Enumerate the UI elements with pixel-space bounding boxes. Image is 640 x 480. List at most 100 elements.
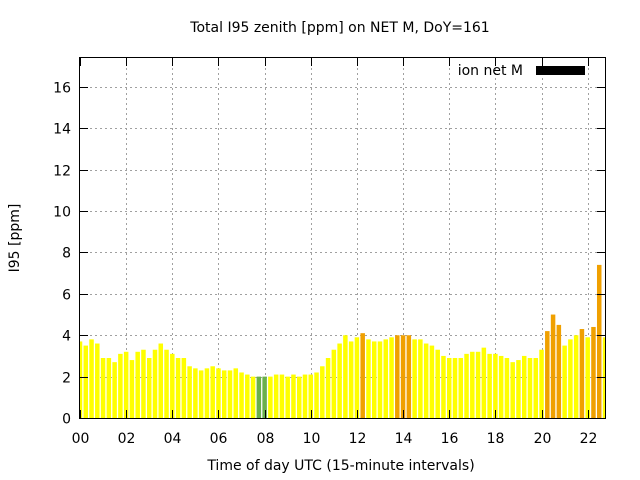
bar	[464, 353, 469, 418]
x-tick-label: 02	[118, 431, 136, 447]
bar	[412, 339, 417, 418]
bar	[129, 360, 135, 418]
y-tick-label: 2	[62, 371, 71, 387]
x-tick-label: 18	[487, 431, 505, 447]
bar	[481, 347, 487, 418]
bar	[193, 368, 198, 418]
bar	[573, 335, 579, 418]
bar	[233, 368, 239, 418]
bar	[89, 339, 94, 418]
bar	[337, 343, 342, 418]
y-tick-label: 14	[53, 122, 71, 138]
bar	[568, 339, 573, 418]
bar	[521, 355, 527, 418]
bar	[348, 341, 354, 418]
bar	[198, 370, 204, 418]
bar	[591, 326, 596, 418]
bar	[112, 362, 117, 418]
bar	[418, 339, 423, 418]
y-tick-label: 6	[62, 288, 71, 304]
bar	[158, 343, 164, 418]
x-tick-label: 16	[441, 431, 459, 447]
x-tick-label: 06	[210, 431, 228, 447]
bar	[95, 343, 100, 418]
bar	[516, 360, 521, 418]
bar	[539, 349, 544, 418]
y-tick-label: 16	[53, 81, 71, 97]
bar	[302, 374, 308, 418]
bar	[487, 353, 492, 418]
bar	[296, 376, 302, 418]
bar	[239, 372, 244, 418]
bar	[245, 374, 250, 418]
x-tick-label: 12	[349, 431, 367, 447]
bar	[325, 358, 331, 418]
bar	[262, 376, 267, 418]
bar	[118, 353, 123, 418]
legend-label: ion net M	[458, 63, 523, 79]
bar	[550, 314, 556, 418]
legend-swatch	[536, 66, 585, 75]
bar	[360, 333, 365, 418]
bar	[504, 358, 510, 418]
bar	[389, 337, 394, 418]
bar	[210, 366, 215, 418]
bar	[498, 355, 504, 418]
bar	[596, 264, 602, 418]
y-tick-label: 8	[62, 246, 71, 262]
bar	[510, 362, 515, 418]
bar	[562, 345, 567, 418]
bar	[141, 349, 146, 418]
x-tick-label: 22	[580, 431, 598, 447]
bar	[83, 345, 89, 418]
bar	[400, 335, 406, 418]
bar	[533, 358, 539, 418]
legend: ion net M	[458, 63, 585, 79]
bar	[475, 351, 481, 418]
bar	[470, 351, 475, 418]
bar	[100, 358, 106, 418]
bar	[366, 339, 371, 418]
bar	[371, 341, 377, 418]
bar	[227, 370, 233, 418]
bar	[181, 358, 187, 418]
bar	[285, 376, 290, 418]
bar	[452, 358, 458, 418]
y-tick-label: 4	[62, 329, 71, 345]
x-axis-label: Time of day UTC (15-minute intervals)	[206, 458, 474, 474]
bar	[579, 329, 585, 418]
bar	[493, 353, 498, 418]
bar	[446, 358, 452, 418]
bar	[331, 349, 337, 418]
y-tick-label: 10	[53, 205, 71, 221]
x-tick-label: 20	[534, 431, 552, 447]
x-tick-label: 04	[164, 431, 182, 447]
x-tick-label: 10	[303, 431, 321, 447]
bar	[175, 358, 181, 418]
bar	[273, 374, 279, 418]
bar	[435, 349, 440, 418]
x-tick-label: 08	[257, 431, 275, 447]
bar	[187, 366, 192, 418]
bar	[250, 376, 256, 418]
bar	[204, 368, 210, 418]
bar	[423, 343, 429, 418]
bar	[170, 353, 175, 418]
bar	[556, 324, 562, 418]
bar	[545, 331, 550, 418]
chart-title: Total I95 zenith [ppm] on NET M, DoY=161	[189, 20, 489, 36]
bar	[106, 358, 112, 418]
y-tick-label: 0	[62, 412, 71, 428]
bar	[320, 366, 325, 418]
x-tick-labels: 00 02 04 06 08 10 12 14 16 18 20 22	[72, 431, 598, 447]
x-tick-label: 00	[72, 431, 90, 447]
plot-frame	[79, 57, 606, 419]
ticks	[80, 58, 605, 419]
bar	[164, 349, 169, 418]
bar	[216, 368, 221, 418]
bar	[429, 345, 435, 418]
bar	[221, 370, 227, 418]
bar	[123, 351, 129, 418]
bar	[152, 349, 158, 418]
x-tick-label: 14	[395, 431, 413, 447]
